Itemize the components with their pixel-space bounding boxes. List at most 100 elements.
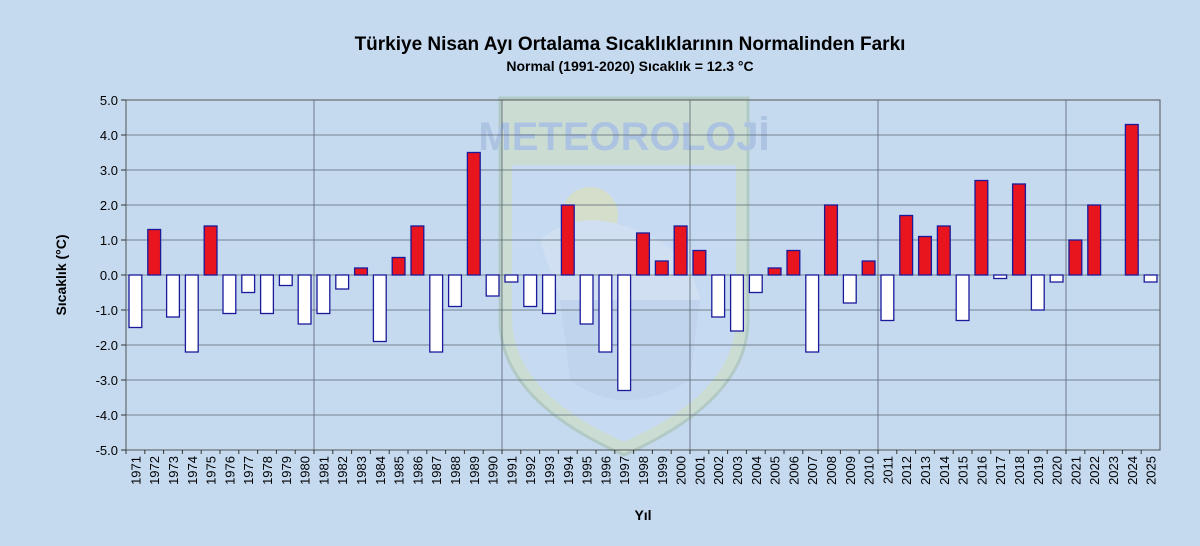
bar-1996: [598, 274, 613, 353]
x-tick-label: 1974: [185, 456, 200, 485]
x-tick-label: 2014: [937, 456, 952, 485]
x-tick-label: 2024: [1125, 456, 1140, 485]
x-tick-label: 2011: [880, 456, 895, 484]
x-tick-label: 1978: [260, 456, 275, 485]
bar-2010: [861, 260, 876, 276]
x-tick-label: 2012: [899, 456, 914, 485]
bar-1994: [560, 204, 575, 276]
x-tick-label: 2001: [692, 456, 707, 485]
x-tick-label: 1995: [580, 456, 595, 485]
bar-2025: [1143, 274, 1158, 283]
bar-2002: [711, 274, 726, 318]
x-tick-label: 1981: [316, 456, 331, 485]
x-tick-label: 2006: [786, 456, 801, 485]
x-tick-label: 1999: [655, 456, 670, 485]
x-tick-label: 2007: [805, 456, 820, 485]
bar-1977: [241, 274, 256, 294]
y-tick-label: 2.0: [100, 198, 118, 213]
y-tick-label: -3.0: [96, 373, 118, 388]
chart-subtitle: Normal (1991-2020) Sıcaklık = 12.3 °C: [506, 58, 754, 74]
x-tick-label: 1982: [335, 456, 350, 485]
x-tick-label: 2017: [993, 456, 1008, 485]
y-tick-label: 5.0: [100, 93, 118, 108]
x-tick-label: 1994: [561, 456, 576, 485]
x-tick-label: 2025: [1144, 456, 1159, 485]
x-tick-label: 1990: [486, 456, 501, 485]
x-tick-label: 2009: [843, 456, 858, 485]
bar-1972: [147, 228, 162, 276]
x-tick-label: 1983: [354, 456, 369, 485]
bar-2008: [823, 204, 839, 276]
bar-2018: [1011, 183, 1027, 276]
x-tick-label: 2010: [862, 456, 877, 485]
bar-2000: [673, 225, 688, 276]
bar-1991: [504, 274, 519, 283]
x-tick-label: 2002: [711, 456, 726, 485]
bar-1988: [447, 274, 463, 308]
x-tick-label: 1992: [523, 456, 538, 485]
y-axis-title: Sıcaklık (°C): [53, 234, 69, 315]
x-tick-label: 2000: [674, 456, 689, 485]
bar-2024: [1124, 123, 1139, 276]
bar-2011: [880, 274, 895, 322]
bar-1978: [259, 274, 275, 315]
bar-1987: [429, 274, 444, 353]
x-tick-label: 1998: [636, 456, 651, 485]
x-tick-label: 1989: [467, 456, 482, 485]
bar-2016: [974, 179, 989, 276]
x-tick-label: 2008: [824, 456, 839, 485]
bar-1974: [184, 274, 199, 353]
x-tick-label: 1993: [542, 456, 557, 485]
bar-2001: [692, 249, 707, 276]
y-tick-label: 1.0: [100, 233, 118, 248]
bar-2004: [748, 274, 763, 294]
bar-2015: [955, 274, 970, 322]
x-tick-label: 2018: [1012, 456, 1027, 485]
x-tick-label: 1984: [373, 456, 388, 485]
bar-2009: [842, 274, 857, 304]
bar-1993: [541, 274, 557, 315]
bar-1984: [372, 274, 387, 343]
bar-1985: [391, 256, 406, 276]
x-tick-label: 2020: [1050, 456, 1065, 485]
x-tick-label: 2022: [1087, 456, 1102, 485]
chart-title: Türkiye Nisan Ayı Ortalama Sıcaklıkların…: [354, 34, 906, 55]
x-tick-label: 2013: [918, 456, 933, 485]
x-tick-label: 1980: [298, 456, 313, 485]
x-tick-label: 2005: [768, 456, 783, 485]
x-tick-label: 1979: [279, 456, 294, 485]
y-tick-label: 3.0: [100, 163, 118, 178]
bar-2007: [805, 274, 820, 353]
bar-1983: [353, 267, 369, 276]
y-tick-label: -2.0: [96, 338, 118, 353]
bar-2005: [767, 267, 782, 276]
y-tick-label: -5.0: [96, 443, 118, 458]
bar-2019: [1030, 274, 1045, 311]
x-tick-label: 2021: [1068, 456, 1083, 485]
x-tick-label: 1976: [222, 456, 237, 485]
x-tick-label: 1986: [410, 456, 425, 485]
watermark-text: METEOROLOJİ: [478, 115, 769, 159]
x-tick-label: 1973: [166, 456, 181, 485]
bar-2021: [1068, 239, 1083, 276]
y-tick-label: 4.0: [100, 128, 118, 143]
bar-1995: [579, 274, 594, 325]
x-tick-label: 1977: [241, 456, 256, 485]
bar-1973: [165, 274, 181, 318]
x-tick-label: 1988: [448, 456, 463, 485]
x-tick-label: 2004: [749, 456, 764, 485]
bar-1980: [297, 274, 312, 325]
bar-1982: [335, 274, 350, 290]
x-tick-label: 2015: [956, 456, 971, 485]
x-tick-label: 1996: [598, 456, 613, 485]
x-tick-label: 2023: [1106, 456, 1121, 485]
bar-1990: [485, 274, 500, 297]
x-tick-label: 1985: [392, 456, 407, 485]
x-tick-label: 1975: [204, 456, 219, 485]
bar-1981: [316, 274, 331, 315]
bar-1976: [222, 274, 237, 315]
bar-2017: [993, 274, 1008, 280]
bar-2022: [1087, 204, 1102, 276]
x-tick-label: 1991: [504, 456, 519, 485]
